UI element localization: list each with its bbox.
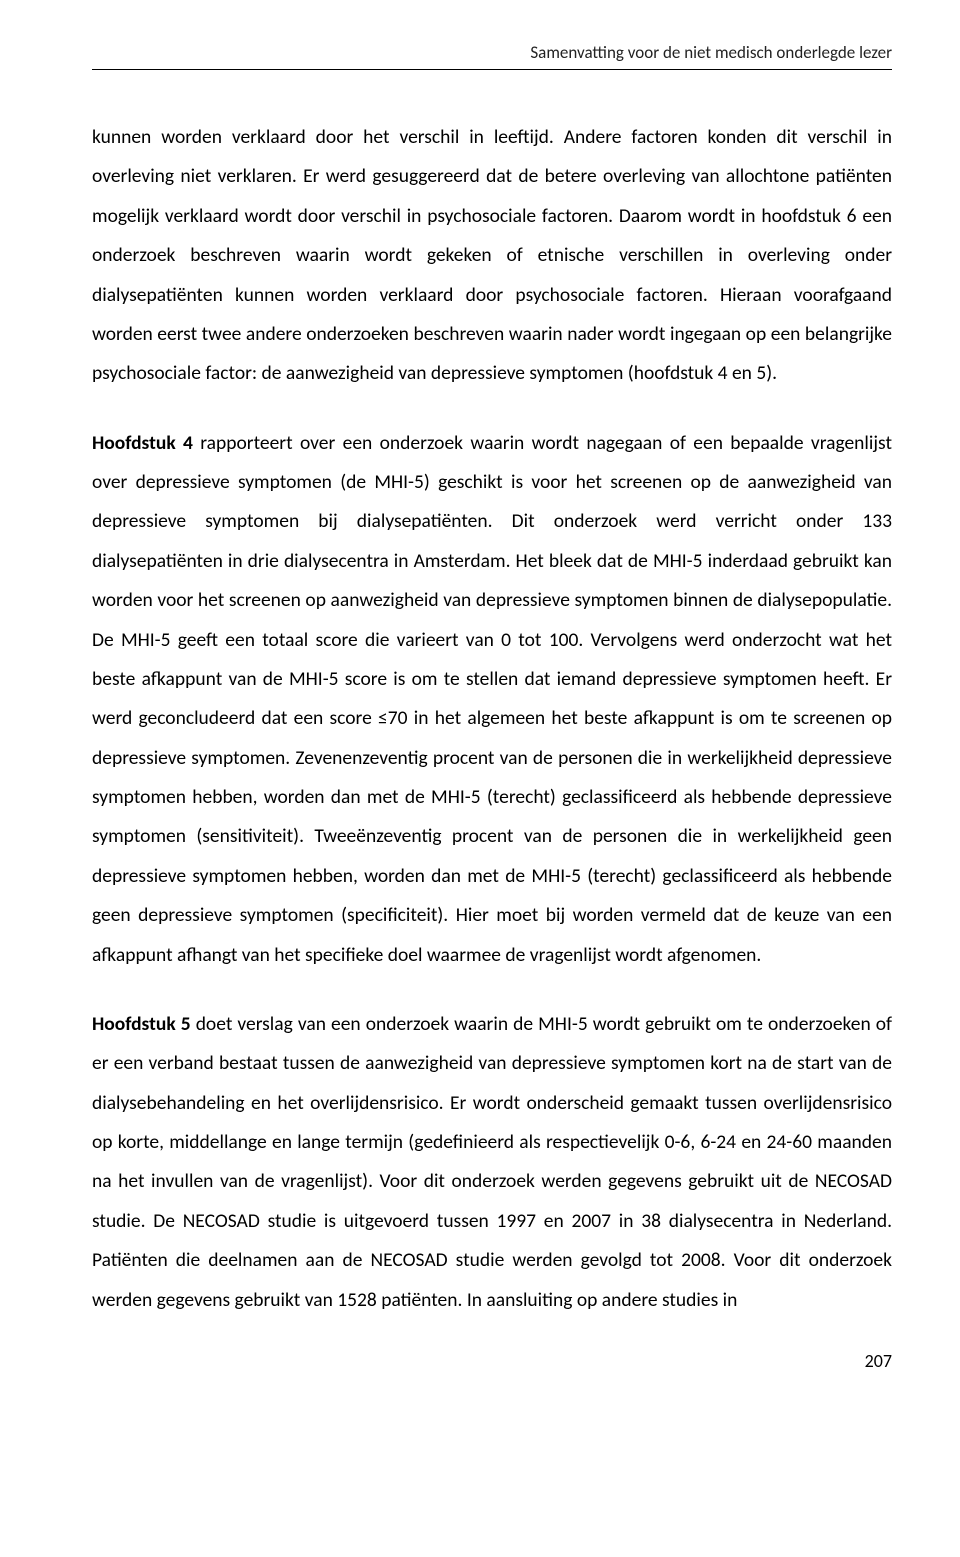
paragraph-3: Hoofdstuk 5 doet verslag van een onderzo… (92, 1005, 892, 1320)
paragraph-3-body: doet verslag van een onderzoek waarin de… (92, 1012, 892, 1312)
paragraph-2-body: rapporteert over een onderzoek waarin wo… (92, 431, 892, 967)
page-number: 207 (92, 1350, 892, 1372)
paragraph-2-lead: Hoofdstuk 4 (92, 431, 193, 455)
running-head: Samenvatting voor de niet medisch onderl… (92, 42, 892, 70)
paragraph-1: kunnen worden verklaard door het verschi… (92, 118, 892, 394)
paragraph-2: Hoofdstuk 4 rapporteert over een onderzo… (92, 424, 892, 975)
paragraph-3-lead: Hoofdstuk 5 (92, 1012, 191, 1036)
